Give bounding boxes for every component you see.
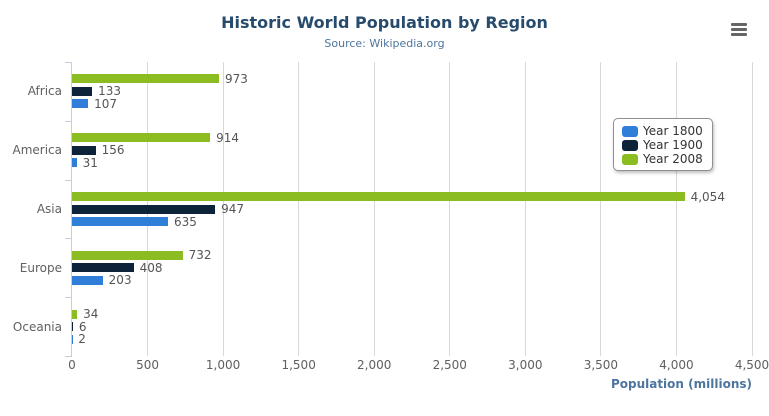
menu-bar <box>731 33 747 36</box>
category-axis-tick <box>65 120 72 122</box>
data-label: 408 <box>139 260 163 275</box>
category-axis-tick <box>65 62 72 63</box>
data-label: 973 <box>225 71 248 86</box>
bar-africa-year-2008[interactable] <box>72 74 220 84</box>
bar-asia-year-1900[interactable] <box>72 204 216 214</box>
menu-bar <box>731 23 747 26</box>
x-tick-label: 500 <box>136 358 159 372</box>
data-label: 156 <box>101 143 125 158</box>
x-tick-label: 4,000 <box>659 358 694 372</box>
x-tick-label: 1,000 <box>205 358 241 372</box>
legend: Year 1800 Year 1900 Year 2008 <box>613 118 713 171</box>
bar-africa-year-1900[interactable] <box>72 86 93 96</box>
x-tick-label: 0 <box>68 358 76 372</box>
data-label: 914 <box>216 130 240 145</box>
gridline <box>373 62 375 356</box>
category-label: Europe <box>19 260 62 275</box>
category-axis-tick <box>65 179 72 181</box>
data-label: 107 <box>94 96 118 111</box>
data-label: 635 <box>173 214 197 229</box>
data-label: 4,054 <box>690 189 725 204</box>
data-label: 947 <box>221 202 244 216</box>
gridline <box>675 62 677 356</box>
x-tick-label: 2,000 <box>357 358 392 372</box>
bar-america-year-2008[interactable] <box>72 133 211 143</box>
data-label: 2 <box>78 332 86 347</box>
gridline <box>600 62 602 356</box>
x-tick-label: 3,000 <box>508 358 543 372</box>
data-label: 732 <box>188 248 212 263</box>
legend-swatch-icon <box>622 125 638 137</box>
hamburger-menu-icon[interactable] <box>731 23 747 38</box>
menu-bar <box>731 28 747 31</box>
x-tick-label: 4,500 <box>734 358 769 372</box>
data-label: 133 <box>98 84 121 99</box>
data-label: 31 <box>82 155 98 170</box>
x-axis-title: Population (millions) <box>610 377 752 391</box>
category-label: America <box>12 143 63 158</box>
chart-subtitle: Source: Wikipedia.org <box>324 37 445 50</box>
legend-item-year-1800[interactable]: Year 1800 <box>622 124 712 138</box>
gridline <box>298 62 300 356</box>
category-label: Oceania <box>12 319 62 334</box>
legend-item-year-2008[interactable]: Year 2008 <box>622 152 712 166</box>
legend-swatch-icon <box>622 139 638 151</box>
legend-item-label: Year 1900 <box>643 138 703 152</box>
legend-item-label: Year 2008 <box>643 152 703 166</box>
plot-area: 973 133 107 914 156 31 4,054 947 635 732 408 203 34 6… <box>65 62 753 357</box>
gridline <box>222 62 224 356</box>
category-label: Asia <box>36 202 62 216</box>
data-label: 6 <box>78 319 87 334</box>
data-label: 203 <box>108 273 132 288</box>
bar-asia-year-1800[interactable] <box>72 217 168 226</box>
bar-africa-year-1800[interactable] <box>72 99 89 109</box>
category-axis-tick <box>65 356 72 357</box>
bar-oceania-year-2008[interactable] <box>72 309 78 319</box>
x-tick-label: 3,500 <box>583 358 619 372</box>
category-label: Africa <box>27 84 62 99</box>
bar-europe-year-1900[interactable] <box>72 263 134 273</box>
bar-asia-year-2008[interactable] <box>72 192 685 201</box>
chart-title: Historic World Population by Region <box>221 13 548 32</box>
gridline <box>751 62 753 356</box>
category-axis-tick <box>65 238 72 240</box>
data-label: 34 <box>83 307 99 322</box>
gridline <box>449 62 451 356</box>
gridline <box>524 62 526 356</box>
bar-america-year-1800[interactable] <box>72 158 77 168</box>
bar-europe-year-1800[interactable] <box>72 275 103 285</box>
category-axis-tick <box>65 297 72 299</box>
legend-swatch-icon <box>622 153 638 165</box>
bar-america-year-1900[interactable] <box>72 145 96 155</box>
bar-oceania-year-1900[interactable] <box>72 322 73 332</box>
x-tick-label: 2,500 <box>432 358 467 372</box>
category-axis-line <box>71 62 72 356</box>
legend-item-year-1900[interactable]: Year 1900 <box>622 138 712 152</box>
bar-europe-year-2008[interactable] <box>72 250 183 260</box>
legend-item-label: Year 1800 <box>643 124 703 138</box>
x-tick-label: 1,500 <box>281 358 316 372</box>
